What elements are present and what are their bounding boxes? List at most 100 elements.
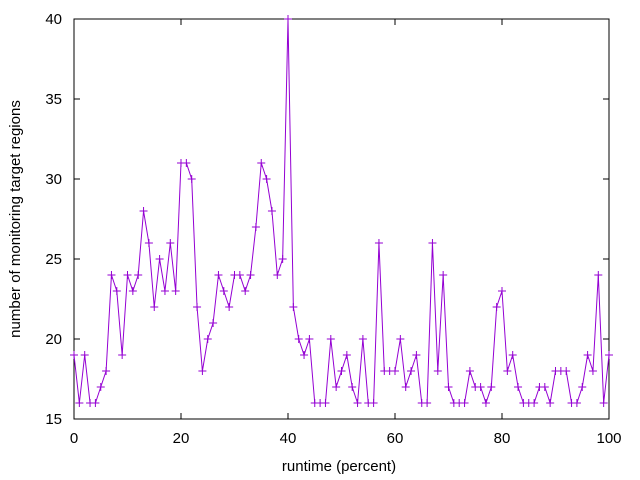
data-point [96,383,105,391]
data-point [439,271,448,279]
y-tick-label: 20 [45,331,62,348]
data-point [166,239,175,247]
data-point [225,303,234,311]
x-tick-label: 0 [70,430,78,447]
data-point [444,383,453,391]
data-point [562,367,571,375]
data-point [514,383,523,391]
data-point [91,399,100,407]
data-point [267,207,276,215]
data-point [508,351,517,359]
data-point [321,399,330,407]
data-point [358,335,367,343]
data-point [460,399,469,407]
data-point [209,319,218,327]
data-point [476,383,485,391]
y-tick-label: 35 [45,91,62,108]
data-point [246,271,255,279]
data-point [193,303,202,311]
data-point [583,351,592,359]
data-point [203,335,212,343]
x-tick-label: 60 [387,430,404,447]
data-point [348,383,357,391]
data-point [289,303,298,311]
x-axis-label: runtime (percent) [282,458,396,475]
data-point [219,287,228,295]
data-point [118,351,127,359]
y-axis-label: number of monitoring target regions [7,100,24,338]
data-point [572,399,581,407]
data-point [369,399,378,407]
data-point [214,271,223,279]
data-point [251,223,260,231]
data-point [112,287,121,295]
axis-ticks [73,18,610,420]
data-point [187,175,196,183]
series-markers [70,15,613,407]
data-point [326,335,335,343]
data-point [171,287,180,295]
data-point [80,351,89,359]
y-tick-label: 30 [45,171,62,188]
data-point [407,367,416,375]
data-point [182,159,191,167]
data-point [492,303,501,311]
axis-tick-labels: 0 20 40 60 80 100 15 20 25 30 35 40 [45,11,621,447]
data-point [300,351,309,359]
plot-frame [73,18,610,420]
data-point [465,367,474,375]
data-point [139,207,148,215]
data-point [503,367,512,375]
data-point [198,367,207,375]
data-point [160,287,169,295]
data-point [391,367,399,375]
x-tick-label: 80 [494,430,511,447]
data-point [337,367,346,375]
data-point [134,271,143,279]
data-point [530,399,539,407]
data-point [374,239,383,247]
data-point [588,367,597,375]
data-point [262,175,271,183]
data-point [235,271,244,279]
y-tick-label: 15 [45,411,62,428]
data-point [107,271,116,279]
y-tick-label: 40 [45,11,62,28]
data-point [294,335,303,343]
data-point [102,367,111,375]
data-point [546,399,555,407]
data-point [487,383,496,391]
data-point [241,287,250,295]
data-point [428,239,437,247]
data-point [353,399,362,407]
data-point [423,399,432,407]
data-point [128,287,137,295]
data-point [123,271,132,279]
data-point [305,335,314,343]
data-point [342,351,351,359]
data-point [332,383,341,391]
series-line [73,18,610,405]
data-point [257,159,266,167]
data-point [401,383,410,391]
data-point [396,335,405,343]
data-point [75,399,84,407]
data-point [273,271,282,279]
y-tick-label: 25 [45,251,62,268]
data-point [605,351,613,359]
data-point [284,15,292,23]
data-point [481,399,490,407]
data-point [540,383,549,391]
data-point [498,287,506,295]
data-point [412,351,421,359]
data-point [155,255,164,263]
data-point [144,239,153,247]
data-point [599,399,608,407]
data-point [578,383,587,391]
x-tick-label: 40 [280,430,297,447]
data-point [594,271,603,279]
x-tick-label: 100 [596,430,621,447]
data-point [70,351,78,359]
data-point [433,367,442,375]
